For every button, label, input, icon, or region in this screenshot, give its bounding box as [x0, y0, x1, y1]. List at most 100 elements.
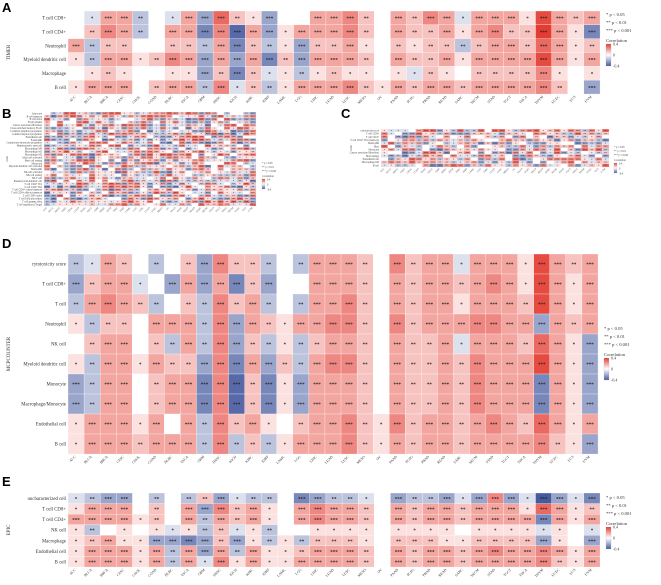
heatmap-cell: [191, 155, 199, 160]
significance-stars: ***: [443, 497, 451, 502]
significance-stars: **: [363, 303, 369, 308]
significance-stars: ***: [393, 283, 401, 288]
significance-stars: **: [412, 561, 418, 566]
colorbar-tick: 0: [267, 184, 269, 187]
significance-stars: **: [411, 443, 417, 448]
heatmap-cell: [422, 144, 430, 149]
significance-stars: ***: [395, 86, 403, 91]
significance-stars: **: [202, 423, 208, 428]
significance-stars: ***: [588, 497, 596, 502]
significance-stars: ***: [475, 17, 483, 22]
heatmap-cell: [454, 66, 472, 81]
significance-stars: ***: [105, 540, 113, 545]
significance-stars: ***: [266, 59, 274, 64]
significance-stars: ***: [490, 443, 498, 448]
significance-stars: ***: [522, 363, 530, 368]
significance-stars: *: [575, 59, 578, 64]
significance-stars: ***: [201, 72, 209, 77]
significance-stars: **: [106, 72, 112, 77]
heatmap-cell: [140, 147, 147, 151]
significance-stars: ***: [538, 383, 546, 388]
significance-legend-item: *** p < 0.001: [614, 154, 629, 157]
heatmap-cell: [132, 313, 149, 335]
column-label: TGCT: [503, 567, 513, 577]
heatmap-cell: [69, 117, 77, 121]
significance-stars: **: [266, 443, 272, 448]
significance-stars: **: [250, 263, 256, 268]
column-label: KIRC: [245, 94, 254, 103]
significance-legend-item: * p < 0.05: [614, 146, 625, 149]
significance-stars: ***: [329, 443, 337, 448]
significance-stars: **: [234, 423, 240, 428]
significance-stars: ***: [185, 540, 193, 545]
significance-stars: ***: [250, 59, 258, 64]
significance-stars: **: [250, 343, 256, 348]
significance-stars: ***: [88, 423, 96, 428]
significance-stars: ***: [298, 519, 306, 524]
significance-stars: ***: [427, 17, 435, 22]
significance-stars: **: [364, 17, 370, 22]
significance-stars: **: [138, 31, 144, 36]
heatmap-cell: [63, 194, 70, 198]
significance-stars: ***: [185, 59, 193, 64]
significance-stars: ***: [556, 45, 564, 50]
significance-stars: **: [90, 403, 96, 408]
significance-stars: ***: [346, 561, 354, 566]
significance-stars: **: [412, 519, 418, 524]
significance-stars: ***: [506, 283, 514, 288]
heatmap-cell: [164, 503, 182, 515]
heatmap-cell: [198, 144, 205, 148]
heatmap-cell: [198, 147, 205, 151]
column-label: THYM: [532, 454, 543, 465]
significance-stars: ***: [506, 303, 514, 308]
heatmap-cell: [217, 111, 225, 116]
colorbar: [605, 526, 612, 550]
significance-stars: ***: [297, 443, 305, 448]
significance-stars: **: [235, 17, 241, 22]
heatmap-cell: [223, 147, 231, 151]
colorbar-tick: 0.4: [613, 525, 618, 530]
significance-stars: **: [364, 31, 370, 36]
significance-stars: ***: [588, 550, 596, 555]
column-label: COAD: [413, 167, 420, 174]
heatmap-cell: [132, 333, 149, 355]
column-label: UCS: [567, 455, 575, 463]
heatmap-cell: [387, 144, 395, 149]
heatmap-cell: [50, 132, 57, 136]
significance-stars: *: [446, 72, 449, 77]
significance-stars: **: [234, 443, 240, 448]
column-label: COAD: [73, 206, 80, 213]
significance-stars: ***: [556, 17, 564, 22]
significance-stars: **: [186, 263, 192, 268]
significance-stars: *: [284, 72, 287, 77]
significance-stars: ***: [474, 323, 482, 328]
significance-stars: ***: [540, 17, 548, 22]
significance-stars: **: [523, 303, 529, 308]
significance-stars: ***: [586, 323, 594, 328]
significance-stars: ***: [105, 561, 113, 566]
column-label: THCA: [518, 568, 528, 578]
significance-stars: ***: [104, 263, 112, 268]
column-label: UCS: [594, 167, 600, 173]
significance-stars: ***: [217, 303, 225, 308]
significance-stars: ***: [217, 423, 225, 428]
significance-stars: ***: [514, 165, 519, 168]
significance-stars: **: [219, 72, 225, 77]
significance-stars: *: [139, 59, 142, 64]
significance-stars: **: [90, 323, 96, 328]
significance-stars: ***: [329, 383, 337, 388]
significance-stars: ***: [538, 343, 546, 348]
significance-stars: **: [186, 45, 192, 50]
significance-stars: ***: [72, 403, 80, 408]
significance-stars: ***: [586, 443, 594, 448]
significance-stars: **: [298, 423, 304, 428]
significance-stars: ***: [201, 383, 209, 388]
significance-stars: ***: [313, 383, 321, 388]
heatmap-cell: [67, 66, 85, 81]
significance-stars: ***: [538, 303, 546, 308]
heatmap-cell: [230, 111, 237, 116]
heatmap-cell: [470, 135, 478, 139]
significance-stars: ***: [508, 17, 516, 22]
significance-stars: ***: [508, 508, 516, 513]
column-label: LUSC: [340, 454, 350, 464]
